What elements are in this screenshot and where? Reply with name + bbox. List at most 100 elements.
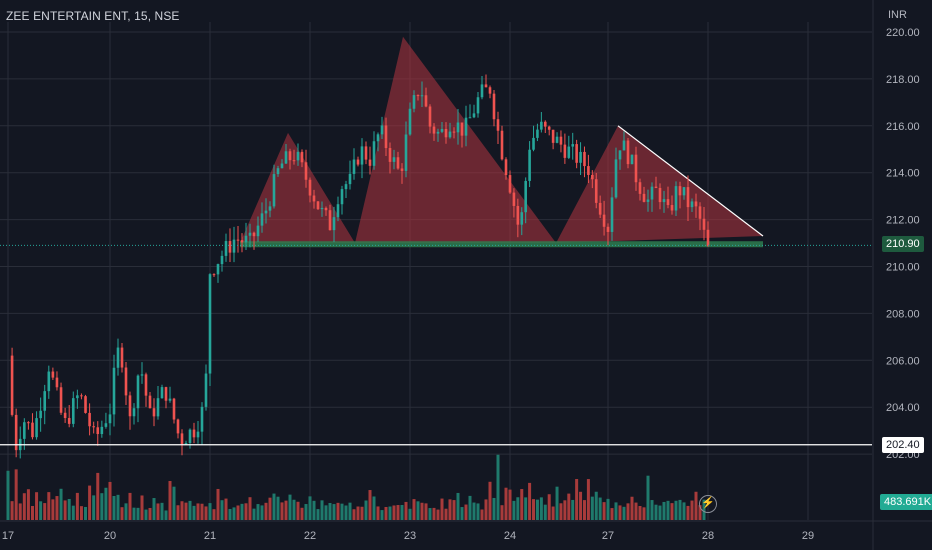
- candle-body: [622, 140, 626, 151]
- volume-bar: [18, 503, 22, 520]
- volume-bar: [512, 500, 516, 520]
- candle-body: [388, 148, 392, 162]
- candle-body: [212, 274, 216, 276]
- volume-bar: [47, 492, 51, 520]
- volume-bar: [412, 499, 416, 520]
- candle-body: [136, 375, 140, 409]
- candle-body: [587, 166, 590, 175]
- volume-bar: [92, 495, 96, 520]
- candle-body: [610, 197, 614, 232]
- candle-body: [144, 374, 148, 396]
- volume-tag: 483.691K: [880, 494, 932, 510]
- candle-body: [416, 95, 420, 97]
- candle-body: [120, 347, 124, 368]
- volume-bar: [368, 490, 372, 520]
- chart-overlays[interactable]: [0, 244, 872, 446]
- volume-bar: [388, 506, 392, 520]
- volume-bar: [492, 497, 496, 520]
- chart-axes: 220.00 218.00 216.00 214.00 212.00 210.00 208.…: [2, 27, 920, 542]
- candle-body: [312, 195, 316, 202]
- candle-body: [484, 84, 488, 88]
- y-tick-label: 212.00: [886, 215, 920, 227]
- volume-bar: [535, 499, 539, 520]
- candle-body: [128, 395, 132, 417]
- candle-body: [591, 174, 594, 180]
- candle-body: [674, 186, 678, 211]
- candle-body: [284, 151, 288, 164]
- candle-body: [536, 129, 539, 138]
- candle-body: [440, 128, 444, 132]
- volume-bar: [380, 510, 384, 520]
- volume-bar: [172, 486, 176, 520]
- candle-body: [39, 410, 42, 419]
- volume-bar: [336, 502, 340, 520]
- volume-bar: [51, 499, 55, 520]
- volume-bar: [452, 500, 456, 520]
- candle-body: [152, 408, 156, 417]
- candle-body: [63, 412, 67, 419]
- volume-bar: [59, 488, 63, 520]
- candle-body: [112, 367, 116, 415]
- volume-bar: [646, 475, 650, 520]
- candle-body: [360, 146, 364, 165]
- volume-bar: [108, 481, 112, 520]
- volume-bar: [252, 508, 256, 520]
- candle-body: [51, 371, 55, 378]
- volume-bar: [136, 507, 140, 520]
- volume-bar: [35, 492, 39, 520]
- candlestick-series: [10, 74, 710, 459]
- x-tick-label: 29: [802, 530, 814, 542]
- volume-bar: [400, 504, 404, 520]
- volume-bar: [328, 502, 332, 520]
- candle-body: [356, 159, 360, 165]
- volume-bar: [416, 501, 420, 520]
- candle-body: [260, 213, 264, 226]
- candle-body: [156, 398, 160, 417]
- volume-bar: [682, 502, 686, 520]
- volume-bar: [67, 498, 71, 520]
- volume-bar: [100, 493, 104, 520]
- candle-body: [59, 387, 63, 413]
- candle-body: [372, 141, 376, 166]
- candle-body: [35, 418, 38, 438]
- volume-bar: [356, 506, 360, 520]
- symbol-title[interactable]: ZEE ENTERTAIN ENT, 15, NSE: [6, 9, 180, 23]
- candle-body: [308, 179, 312, 196]
- volume-bar: [547, 494, 551, 520]
- volume-bar: [224, 498, 228, 520]
- candle-body: [476, 97, 480, 114]
- candle-body: [468, 117, 472, 119]
- volume-bar: [340, 503, 344, 520]
- candle-body: [248, 232, 252, 236]
- volume-bar: [424, 503, 428, 520]
- candle-body: [292, 160, 296, 162]
- candle-body: [670, 205, 674, 211]
- candle-body: [396, 157, 400, 169]
- volume-bar: [280, 502, 284, 520]
- lightning-icon[interactable]: ⚡: [699, 495, 717, 513]
- volume-bar: [184, 502, 188, 520]
- volume-bar: [666, 500, 670, 520]
- candle-body: [164, 387, 168, 401]
- candle-body: [400, 168, 404, 171]
- candle-body: [100, 426, 104, 435]
- candle-body: [348, 173, 352, 185]
- candle-body: [618, 150, 622, 160]
- candle-body: [492, 93, 496, 120]
- volume-bar: [348, 502, 352, 520]
- candle-body: [512, 192, 516, 206]
- candle-body: [92, 426, 95, 428]
- volume-bar: [638, 506, 642, 520]
- candle-body: [204, 373, 208, 407]
- volume-bar: [524, 497, 528, 520]
- candle-body: [614, 159, 618, 198]
- candle-body: [559, 136, 563, 145]
- candle-body: [336, 204, 340, 218]
- candle-body: [332, 217, 336, 231]
- candle-body: [320, 207, 324, 210]
- volume-bar: [690, 500, 694, 520]
- volume-bar: [364, 500, 368, 520]
- candle-body: [508, 175, 512, 193]
